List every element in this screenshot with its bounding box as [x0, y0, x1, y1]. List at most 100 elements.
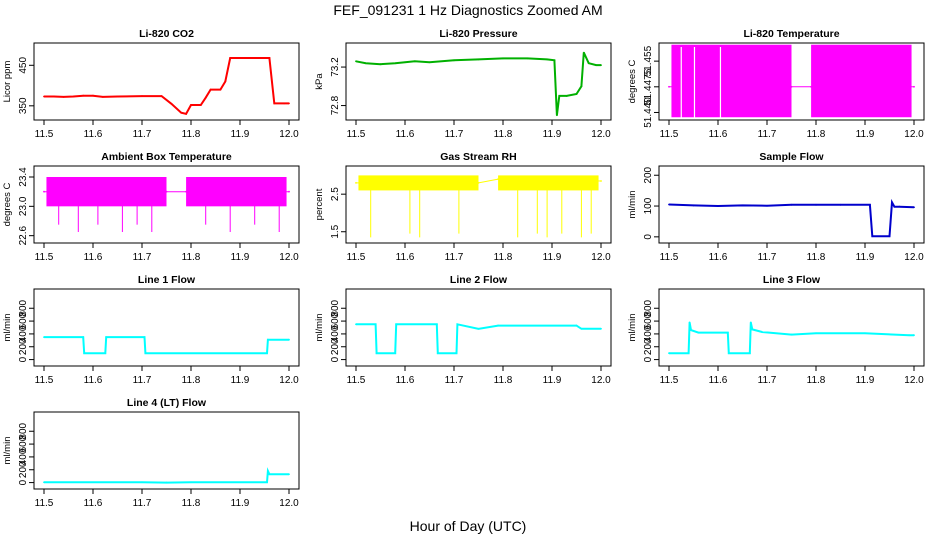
x-tick-label: 11.9 [543, 252, 562, 263]
data-point [436, 352, 439, 355]
data-point [364, 62, 367, 65]
data-line [44, 57, 289, 116]
data-point [600, 180, 602, 182]
panel-title: Sample Flow [759, 151, 824, 163]
y-tick-label: 800 [18, 299, 29, 316]
data-point [898, 205, 901, 208]
data-point [43, 336, 45, 339]
data-point [248, 57, 251, 59]
data-point [668, 85, 670, 88]
data-point [141, 481, 143, 484]
data-point [105, 336, 108, 339]
x-tick-label: 11.7 [133, 129, 152, 140]
data-point [224, 80, 227, 83]
data-point [575, 93, 578, 95]
panel-title: Line 1 Flow [138, 274, 196, 286]
x-tick-label: 11.8 [494, 375, 513, 386]
data-point [239, 57, 241, 59]
x-tick-label: 11.8 [494, 252, 513, 263]
y-tick-label: 1.5 [330, 224, 341, 238]
x-tick-label: 11.5 [660, 375, 679, 386]
panel-title: Ambient Box Temperature [101, 151, 232, 163]
x-tick-label: 11.6 [709, 129, 728, 140]
chart-panel-2: Li-820 Pressure 11.5 11.6 11.7 11.8 11.9 12.0 7… [314, 28, 612, 140]
x-tick-label: 11.5 [660, 129, 679, 140]
chart-panel-8: Line 2 Flow 11.5 11.6 11.7 11.8 11.9 12.0 02004… [314, 274, 612, 386]
data-point [913, 334, 915, 337]
data-point [43, 190, 45, 193]
y-tick-label: 800 [330, 299, 341, 316]
data-point [690, 329, 692, 331]
data-point [288, 190, 290, 193]
chart-panel-4: Ambient Box Temperature 11.5 11.6 11.7 11.8 1… [2, 151, 300, 263]
data-point [913, 85, 915, 88]
x-tick-label: 12.0 [279, 252, 299, 263]
y-tick-label: 600 [18, 435, 29, 452]
data-point [199, 104, 202, 106]
x-tick-label: 12.0 [904, 129, 924, 140]
x-tick-label: 12.0 [591, 375, 611, 386]
data-point [556, 114, 558, 117]
data-point [185, 113, 188, 115]
data-point [455, 352, 458, 355]
x-tick-label: 11.7 [445, 375, 464, 386]
data-band-2 [498, 175, 599, 191]
data-point [185, 190, 188, 193]
data-point [72, 95, 75, 98]
data-point [587, 62, 590, 65]
data-layer [355, 323, 602, 355]
data-point [477, 58, 480, 61]
plot-frame [658, 288, 925, 367]
panel-title: Li-820 Pressure [439, 28, 517, 40]
data-point [190, 481, 192, 484]
data-point [575, 324, 578, 327]
data-point [288, 473, 290, 476]
data-point [82, 94, 85, 97]
y-tick-label: 51.4475 [643, 68, 654, 105]
y-axis-label: ml/min [314, 314, 325, 342]
x-tick-label: 11.5 [35, 375, 54, 386]
data-point [267, 338, 269, 341]
y-axis-label: ml/min [2, 437, 13, 465]
data-point [790, 203, 793, 206]
data-point [116, 95, 119, 98]
data-point [283, 102, 285, 105]
data-point [688, 321, 691, 324]
y-axis-label: ml/min [627, 191, 638, 219]
data-layer [43, 467, 290, 484]
y-tick-label: 2.5 [330, 187, 341, 201]
y-tick-label: 400 [18, 448, 29, 465]
chart-panel-7: Line 1 Flow 11.5 11.6 11.7 11.8 11.9 12.0 02004… [2, 274, 300, 386]
plot-frame [33, 165, 300, 244]
x-tick-label: 11.7 [758, 375, 777, 386]
y-tick-label: 800 [643, 299, 654, 316]
y-tick-label: 200 [643, 338, 654, 355]
data-point [864, 332, 866, 335]
x-tick-label: 11.5 [347, 129, 366, 140]
y-tick-label: 23.4 [18, 167, 29, 187]
data-point [697, 331, 700, 334]
plot-frame [33, 288, 300, 367]
x-tick-label: 11.7 [758, 129, 777, 140]
data-line [44, 467, 289, 484]
y-axis-label: degrees C [2, 182, 13, 226]
data-point [355, 323, 357, 326]
data-point [355, 60, 357, 63]
y-tick-label: 350 [18, 97, 29, 114]
x-tick-label: 11.8 [807, 129, 826, 140]
y-tick-label: 0 [18, 479, 29, 485]
x-tick-label: 12.0 [279, 498, 299, 509]
data-point [160, 95, 163, 97]
data-point [180, 111, 183, 114]
data-point [288, 102, 290, 105]
data-point [92, 94, 94, 97]
y-axis-label: kPa [314, 73, 325, 90]
data-point [355, 182, 357, 184]
y-tick-label: 200 [18, 461, 29, 478]
x-tick-label: 12.0 [591, 129, 611, 140]
data-point [815, 203, 817, 206]
data-point [413, 60, 416, 63]
data-point [871, 235, 874, 238]
y-tick-label: 600 [18, 312, 29, 329]
x-tick-label: 11.7 [445, 252, 464, 263]
